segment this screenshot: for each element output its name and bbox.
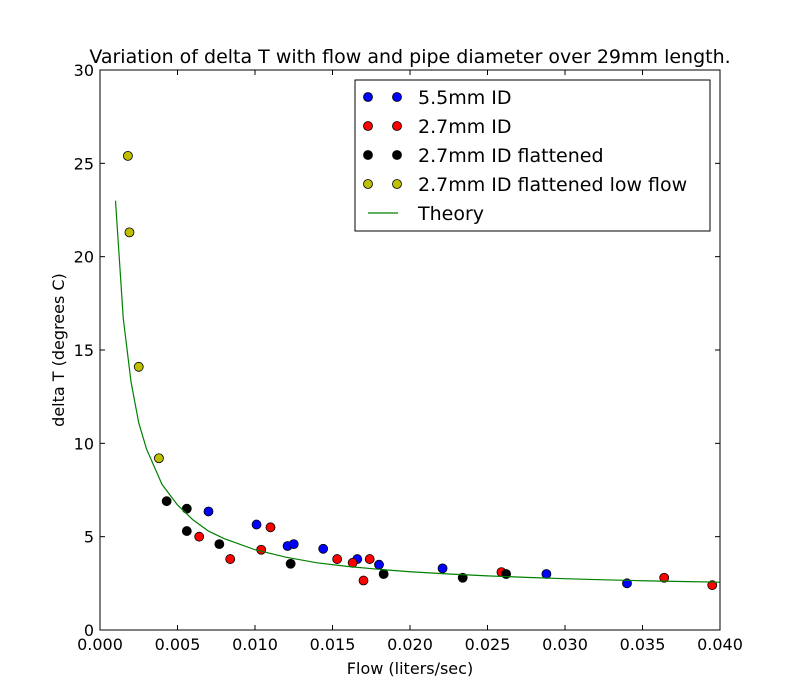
data-point-2-7mm-id — [364, 554, 375, 564]
legend: 5.5mm ID 2.7mm ID 2.7mm ID flattened 2.7mm … — [354, 79, 711, 232]
x-tick-label: 0.015 — [310, 635, 356, 654]
data-point-2-7mm-id — [707, 580, 718, 591]
legend-label-2-7mm-id-flattened-low-flow: 2.7mm ID flattened low flow — [418, 174, 687, 196]
legend-marker-2-7mm-id-flattened-low-flow — [363, 179, 373, 189]
y-tick-label: 5 — [84, 528, 94, 547]
y-axis-label: delta T (degrees C) — [49, 273, 68, 427]
x-tick-label: 0.035 — [620, 635, 666, 654]
plot-area — [114, 150, 721, 591]
y-tick-label: 30 — [74, 61, 94, 80]
data-point-2-7mm-id — [659, 572, 670, 583]
x-axis-label: Flow (liters/sec) — [347, 659, 473, 678]
legend-box — [354, 79, 711, 232]
data-point-2-7mm-id — [358, 575, 369, 586]
plot-frame — [99, 69, 721, 631]
legend-marker-2-7mm-id — [363, 121, 373, 131]
data-point-5-5mm-id — [374, 559, 384, 570]
data-point-5-5mm-id — [541, 569, 552, 579]
data-point-2-7mm-id — [332, 554, 343, 564]
data-point-5-5mm-id — [622, 578, 632, 589]
legend-marker-5-5mm-id — [363, 92, 373, 102]
legend-marker-2-7mm-id — [392, 121, 402, 131]
legend-marker-5-5mm-id — [392, 92, 402, 102]
legend-label-2-7mm-id-flattened: 2.7mm ID flattened — [418, 145, 604, 167]
data-point-2-7mm-id — [194, 531, 205, 542]
data-point-5-5mm-id — [203, 506, 214, 517]
y-tick-label: 10 — [74, 434, 94, 453]
series-line-theory — [114, 200, 721, 583]
data-point-2-7mm-id-flattened — [378, 569, 389, 579]
legend-marker-2-7mm-id-flattened-low-flow — [392, 179, 402, 189]
y-tick-label: 20 — [74, 248, 94, 267]
data-point-2-7mm-id-flattened-low-flow — [133, 361, 144, 372]
x-tick-label: 0.000 — [77, 635, 123, 654]
data-point-2-7mm-id-flattened — [214, 539, 225, 550]
x-tick-label: 0.020 — [387, 635, 433, 654]
data-point-2-7mm-id-flattened — [161, 496, 172, 507]
data-point-2-7mm-id — [265, 522, 276, 533]
data-point-2-7mm-id-flattened — [181, 526, 192, 536]
y-tick-label: 15 — [74, 341, 94, 360]
legend-marker-2-7mm-id-flattened — [363, 150, 373, 160]
data-point-2-7mm-id-flattened — [457, 572, 468, 583]
data-point-5-5mm-id — [437, 563, 448, 574]
data-point-5-5mm-id — [251, 519, 262, 530]
data-point-2-7mm-id — [256, 544, 267, 555]
data-point-2-7mm-id — [347, 557, 358, 568]
y-tick-label: 25 — [74, 154, 94, 173]
data-point-2-7mm-id-flattened-low-flow — [153, 453, 164, 464]
x-tick-label: 0.025 — [465, 635, 511, 654]
x-tick-label: 0.030 — [542, 635, 588, 654]
data-point-2-7mm-id-flattened-low-flow — [124, 227, 135, 238]
data-point-2-7mm-id-flattened-low-flow — [123, 150, 133, 161]
data-point-2-7mm-id — [225, 554, 236, 564]
x-tick-label: 0.040 — [697, 635, 743, 654]
axis-ticks: 0.000 0.005 0.010 0.015 0.020 0.025 0.030 0.035… — [74, 61, 743, 654]
y-tick-label: 0 — [84, 621, 94, 640]
x-tick-label: 0.010 — [232, 635, 278, 654]
legend-marker-2-7mm-id-flattened — [392, 150, 402, 160]
legend-label-5-5mm-id: 5.5mm ID — [418, 87, 512, 109]
data-point-5-5mm-id — [318, 543, 329, 554]
chart-title: Variation of delta T with flow and pipe … — [89, 46, 730, 68]
data-point-2-7mm-id-flattened — [181, 503, 192, 514]
data-point-2-7mm-id-flattened — [285, 558, 296, 569]
x-tick-label: 0.005 — [155, 635, 201, 654]
legend-label-2-7mm-id: 2.7mm ID — [418, 116, 512, 138]
data-point-5-5mm-id — [288, 539, 299, 550]
legend-label-theory: Theory — [417, 203, 484, 225]
